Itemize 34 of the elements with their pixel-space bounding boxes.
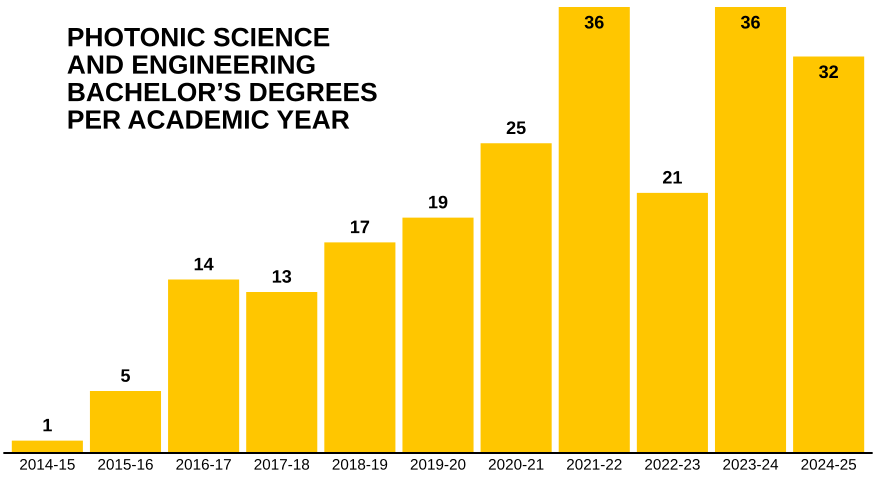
x-tick-label: 2019-20 bbox=[410, 458, 466, 470]
text: PHOTONIC SCIENCE AND ENGINEERING BACHELOR’S DEGREES PER ACADEMIC YEAR bbox=[67, 28, 377, 129]
data-label: 32 bbox=[819, 65, 838, 78]
bar bbox=[324, 242, 396, 453]
x-tick-label: 2014-15 bbox=[20, 458, 75, 470]
bar bbox=[480, 143, 552, 453]
data-label: 13 bbox=[272, 270, 292, 283]
x-tick-label: 2018-19 bbox=[332, 458, 388, 470]
x-tick-label: 2017-18 bbox=[254, 458, 310, 470]
data-label: 36 bbox=[584, 16, 604, 29]
x-tick-label: 2021-22 bbox=[566, 458, 622, 470]
x-tick-label: 2024-25 bbox=[801, 458, 856, 470]
bar bbox=[714, 7, 786, 453]
x-tick-label: 2016-17 bbox=[176, 458, 231, 470]
x-tick-label: 2015-16 bbox=[98, 458, 153, 470]
data-label: 1 bbox=[43, 418, 52, 432]
x-tick-label: 2022-23 bbox=[645, 458, 700, 470]
bar bbox=[168, 280, 240, 453]
x-tick-label: 2020-21 bbox=[488, 458, 544, 470]
data-label: 36 bbox=[740, 16, 760, 29]
data-label: 5 bbox=[121, 369, 130, 382]
data-label: 19 bbox=[429, 196, 448, 208]
data-label: 21 bbox=[662, 170, 682, 184]
bar bbox=[402, 218, 474, 453]
bar bbox=[90, 391, 162, 453]
data-label: 17 bbox=[350, 220, 370, 234]
bar bbox=[636, 192, 708, 453]
bar bbox=[12, 440, 83, 453]
bar bbox=[793, 56, 864, 453]
data-label: 14 bbox=[194, 258, 214, 270]
x-tick-label: 2023-24 bbox=[723, 458, 778, 470]
bar bbox=[558, 7, 630, 453]
data-label: 25 bbox=[506, 121, 526, 134]
bar bbox=[246, 292, 318, 453]
